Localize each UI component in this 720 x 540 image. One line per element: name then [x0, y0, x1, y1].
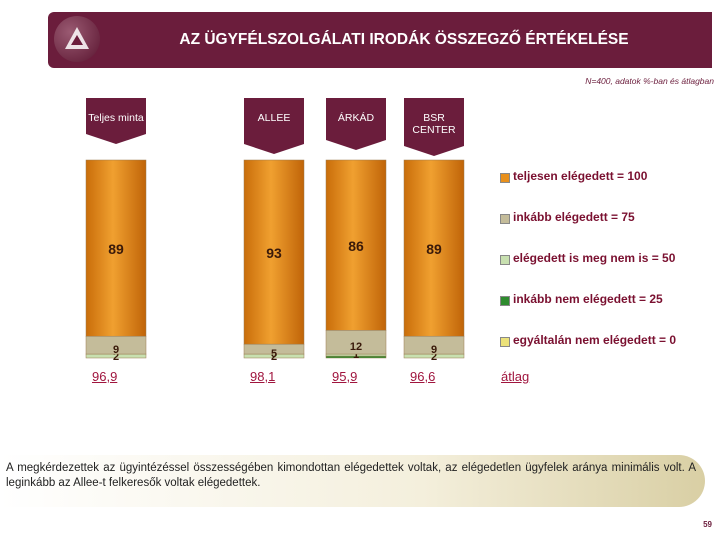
- average-label: átlag: [501, 369, 530, 384]
- data-label: 2: [431, 351, 437, 363]
- data-label: 5: [271, 348, 277, 360]
- data-label: 93: [266, 245, 282, 261]
- legend-swatch: [500, 214, 510, 224]
- legend-label: egyáltalán nem elégedett = 0: [513, 333, 677, 347]
- legend-item: inkább elégedett = 75: [500, 210, 720, 225]
- summary-text: A megkérdezettek az ügyintézéssel összes…: [6, 462, 696, 489]
- bar-segment-teljesen: [85, 159, 147, 337]
- legend-item: teljesen elégedett = 100: [500, 169, 720, 184]
- data-label: 89: [426, 241, 442, 257]
- page-title: AZ ÜGYFÉLSZOLGÁLATI IRODÁK ÖSSZEGZŐ ÉRTÉ…: [179, 31, 629, 48]
- category-label: ALLEE: [257, 112, 291, 124]
- legend-label: teljesen elégedett = 100: [513, 169, 648, 183]
- summary-box: [0, 455, 705, 507]
- category-label: BSR CENTER: [412, 112, 456, 136]
- legend-item: inkább nem elégedett = 25: [500, 292, 720, 307]
- data-label: 89: [108, 241, 124, 257]
- legend-item: elégedett is meg nem is = 50: [500, 251, 720, 266]
- category-label: ÁRKÁD: [337, 112, 375, 124]
- bar-segment-teljesen: [403, 159, 465, 337]
- legend-swatch: [500, 255, 510, 265]
- bar-segment-teljesen: [243, 159, 305, 345]
- data-label: 9: [113, 344, 119, 356]
- page-number: 59: [703, 520, 712, 529]
- legend-swatch: [500, 173, 510, 183]
- average-value: 98,1: [250, 369, 276, 384]
- legend-label: elégedett is meg nem is = 50: [513, 251, 676, 265]
- category-tab: [326, 98, 386, 150]
- legend-label: inkább elégedett = 75: [513, 210, 635, 224]
- category-tab: [244, 98, 304, 154]
- data-label: 2: [113, 351, 119, 363]
- legend-item: egyáltalán nem elégedett = 0: [500, 333, 720, 348]
- category-tab: [86, 98, 146, 144]
- triangle-logo-icon: [54, 16, 100, 62]
- category-tab: [404, 98, 464, 156]
- bar-segment-teljesen: [325, 159, 387, 331]
- sample-note: N=400, adatok %-ban és átlagban: [585, 76, 714, 86]
- data-label: 2: [271, 351, 277, 363]
- average-value: 96,9: [92, 369, 118, 384]
- legend-swatch: [500, 296, 510, 306]
- data-label: 12: [350, 341, 362, 353]
- data-label: 1: [353, 349, 359, 361]
- legend-swatch: [500, 337, 510, 347]
- header-banner: AZ ÜGYFÉLSZOLGÁLATI IRODÁK ÖSSZEGZŐ ÉRTÉ…: [48, 12, 712, 68]
- average-value: 96,6: [410, 369, 436, 384]
- data-label: 9: [431, 344, 437, 356]
- legend-label: inkább nem elégedett = 25: [513, 292, 663, 306]
- average-value: 95,9: [332, 369, 358, 384]
- data-label: 86: [348, 238, 364, 254]
- category-label: Teljes minta: [88, 112, 144, 124]
